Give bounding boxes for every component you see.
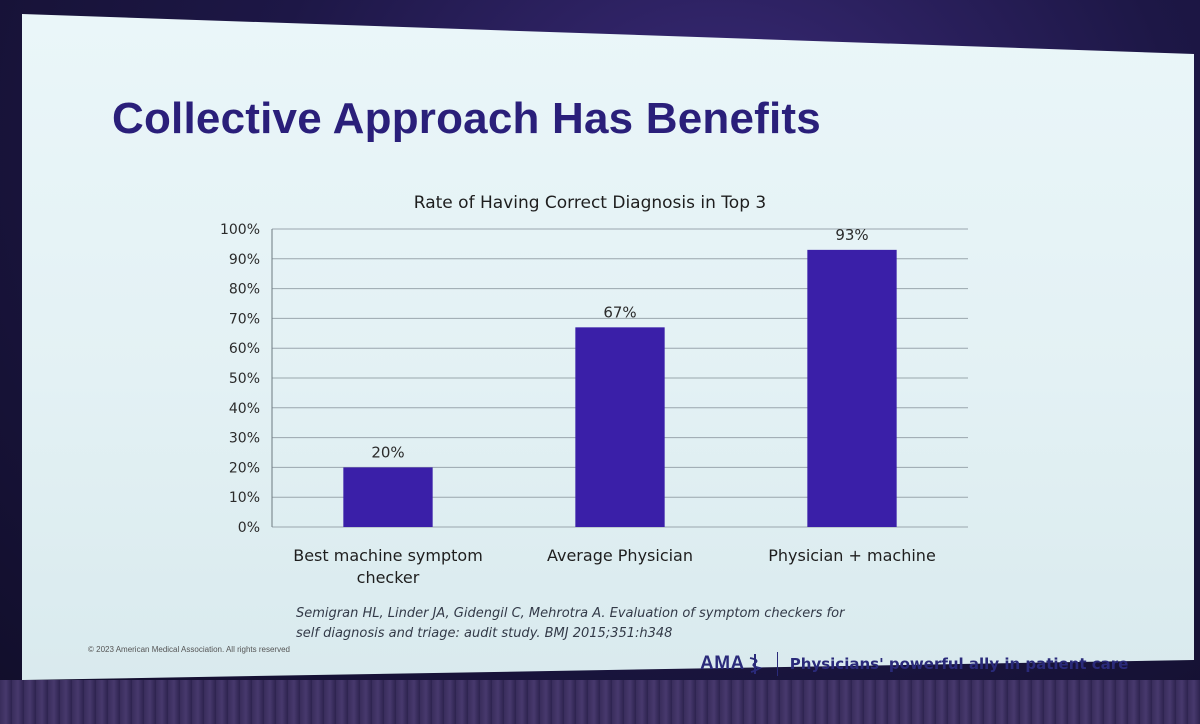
x-tick-label: Average Physician [547,546,693,565]
data-label: 20% [371,443,404,461]
stage-curtain [0,680,1200,724]
y-tick-label: 0% [238,520,260,536]
y-tick-label: 90% [229,252,260,268]
x-tick-label: checker [357,568,420,587]
footer-divider [776,652,778,676]
slide-title: Collective Approach Has Benefits [112,94,821,143]
y-tick-label: 50% [229,371,260,387]
y-tick-label: 60% [229,341,260,357]
footer-tagline: Physicians' powerful ally in patient car… [789,655,1129,673]
citation-line-2: self diagnosis and triage: audit study. … [296,626,673,641]
y-tick-label: 30% [229,431,260,447]
x-tick-label: Best machine symptom [293,546,483,565]
y-tick-label: 70% [229,311,260,327]
y-tick-label: 80% [229,282,260,298]
ama-logo: AMA [700,653,745,674]
footer: AMA Physicians' powerful ally in patient… [700,652,1128,676]
y-tick-label: 100% [220,222,260,238]
citation: Semigran HL, Linder JA, Gidengil C, Mehr… [296,604,916,644]
citation-line-1: Semigran HL, Linder JA, Gidengil C, Mehr… [296,606,845,621]
y-tick-label: 10% [229,490,260,506]
bar [343,467,433,527]
staff-of-aesculapius-icon [749,654,763,674]
y-tick-label: 20% [229,460,260,476]
data-label: 93% [835,226,868,244]
bar [575,327,665,527]
y-tick-label: 40% [229,401,260,417]
data-label: 67% [603,303,636,321]
bar [807,249,897,528]
copyright-notice: © 2023 American Medical Association. All… [88,645,290,654]
x-tick-label: Physician + machine [768,546,936,565]
chart-title: Rate of Having Correct Diagnosis in Top … [414,193,766,213]
